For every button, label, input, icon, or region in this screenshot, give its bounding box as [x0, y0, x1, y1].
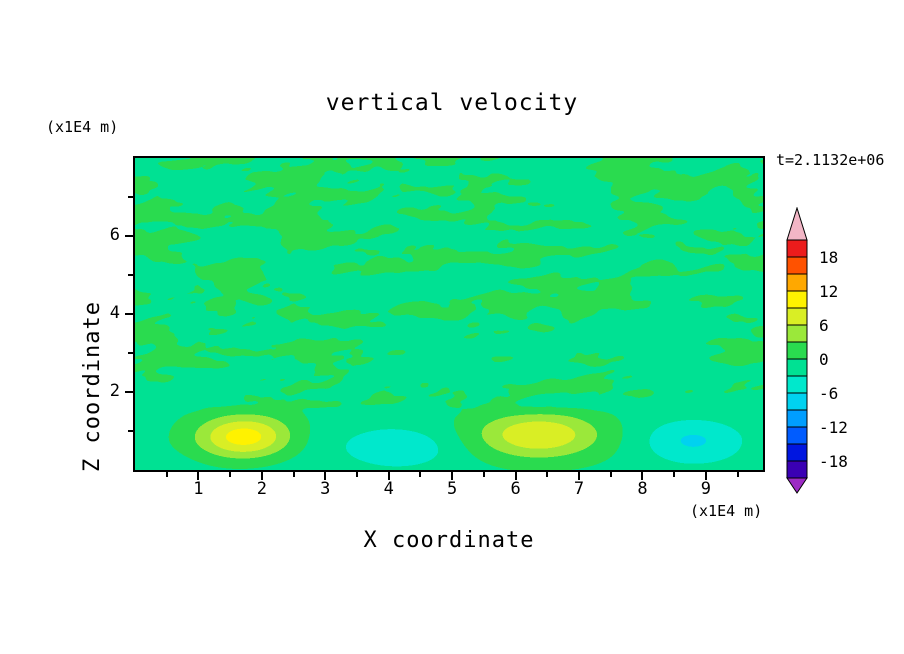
x-axis-unit-label: (x1E4 m) [690, 502, 763, 520]
x-minor-tick [546, 472, 549, 477]
x-minor-tick [356, 472, 359, 477]
x-tick-label: 3 [320, 479, 331, 499]
colorbar-svg: 18 12 6 0 -6 -12 -18 [786, 206, 848, 494]
x-tick-label: 1 [193, 479, 204, 499]
x-major-tick [260, 472, 263, 480]
z-major-tick [125, 235, 133, 237]
x-minor-tick [229, 472, 232, 477]
colorbar-tick-label: 12 [819, 282, 838, 301]
contour-canvas [135, 158, 763, 470]
x-major-tick [704, 472, 707, 480]
x-axis-title: X coordinate [363, 528, 535, 553]
colorbar-band [786, 307, 808, 326]
x-minor-tick [609, 472, 612, 477]
colorbar-tick-label: 6 [819, 316, 829, 335]
x-major-tick [197, 472, 200, 480]
colorbar-band [786, 341, 808, 360]
x-tick-label: 5 [447, 479, 458, 499]
colorbar-tick-label: -12 [819, 418, 848, 437]
x-tick-label: 2 [256, 479, 267, 499]
colorbar-arrow-down-icon [786, 477, 808, 494]
z-axis-title: Z coordinate [80, 301, 105, 472]
x-tick-label: 9 [700, 479, 712, 499]
x-major-tick [641, 472, 644, 480]
z-axis-unit-label: (x1E4 m) [46, 118, 119, 136]
colorbar-band [786, 375, 808, 394]
x-minor-tick [736, 472, 739, 477]
z-major-tick [125, 313, 133, 315]
colorbar: 18 12 6 0 -6 -12 -18 [783, 206, 879, 507]
x-minor-tick [482, 472, 485, 477]
x-major-tick [578, 472, 581, 480]
x-tick-label: 6 [510, 479, 521, 499]
plot-frame [133, 156, 765, 472]
x-major-tick [324, 472, 327, 480]
colorbar-band [786, 256, 808, 275]
colorbar-band [786, 443, 808, 462]
colorbar-band [786, 290, 808, 309]
x-minor-tick [165, 472, 168, 477]
x-major-tick [514, 472, 517, 480]
colorbar-tick-label: -18 [819, 452, 848, 471]
x-minor-tick [419, 472, 422, 477]
colorbar-band [786, 460, 808, 479]
x-tick-label: 7 [573, 479, 585, 499]
colorbar-tick-label: 0 [819, 350, 829, 369]
colorbar-band [786, 239, 808, 258]
colorbar-band [786, 324, 808, 343]
timestamp-label: t=2.1132e+06 [776, 151, 885, 169]
x-major-tick [451, 472, 454, 480]
colorbar-band [786, 273, 808, 292]
colorbar-band [786, 409, 808, 428]
chart-title: vertical velocity [325, 90, 579, 116]
colorbar-arrow-up-icon [786, 206, 808, 241]
x-minor-tick [292, 472, 295, 477]
x-tick-label: 8 [637, 479, 648, 499]
colorbar-band [786, 358, 808, 377]
colorbar-tick-label: 18 [819, 248, 838, 267]
colorbar-band [786, 426, 808, 445]
colorbar-band [786, 392, 808, 411]
x-minor-tick [673, 472, 676, 477]
colorbar-tick-label: -6 [819, 384, 838, 403]
z-major-tick [125, 391, 133, 393]
x-major-tick [387, 472, 390, 480]
x-tick-label: 4 [383, 479, 394, 499]
